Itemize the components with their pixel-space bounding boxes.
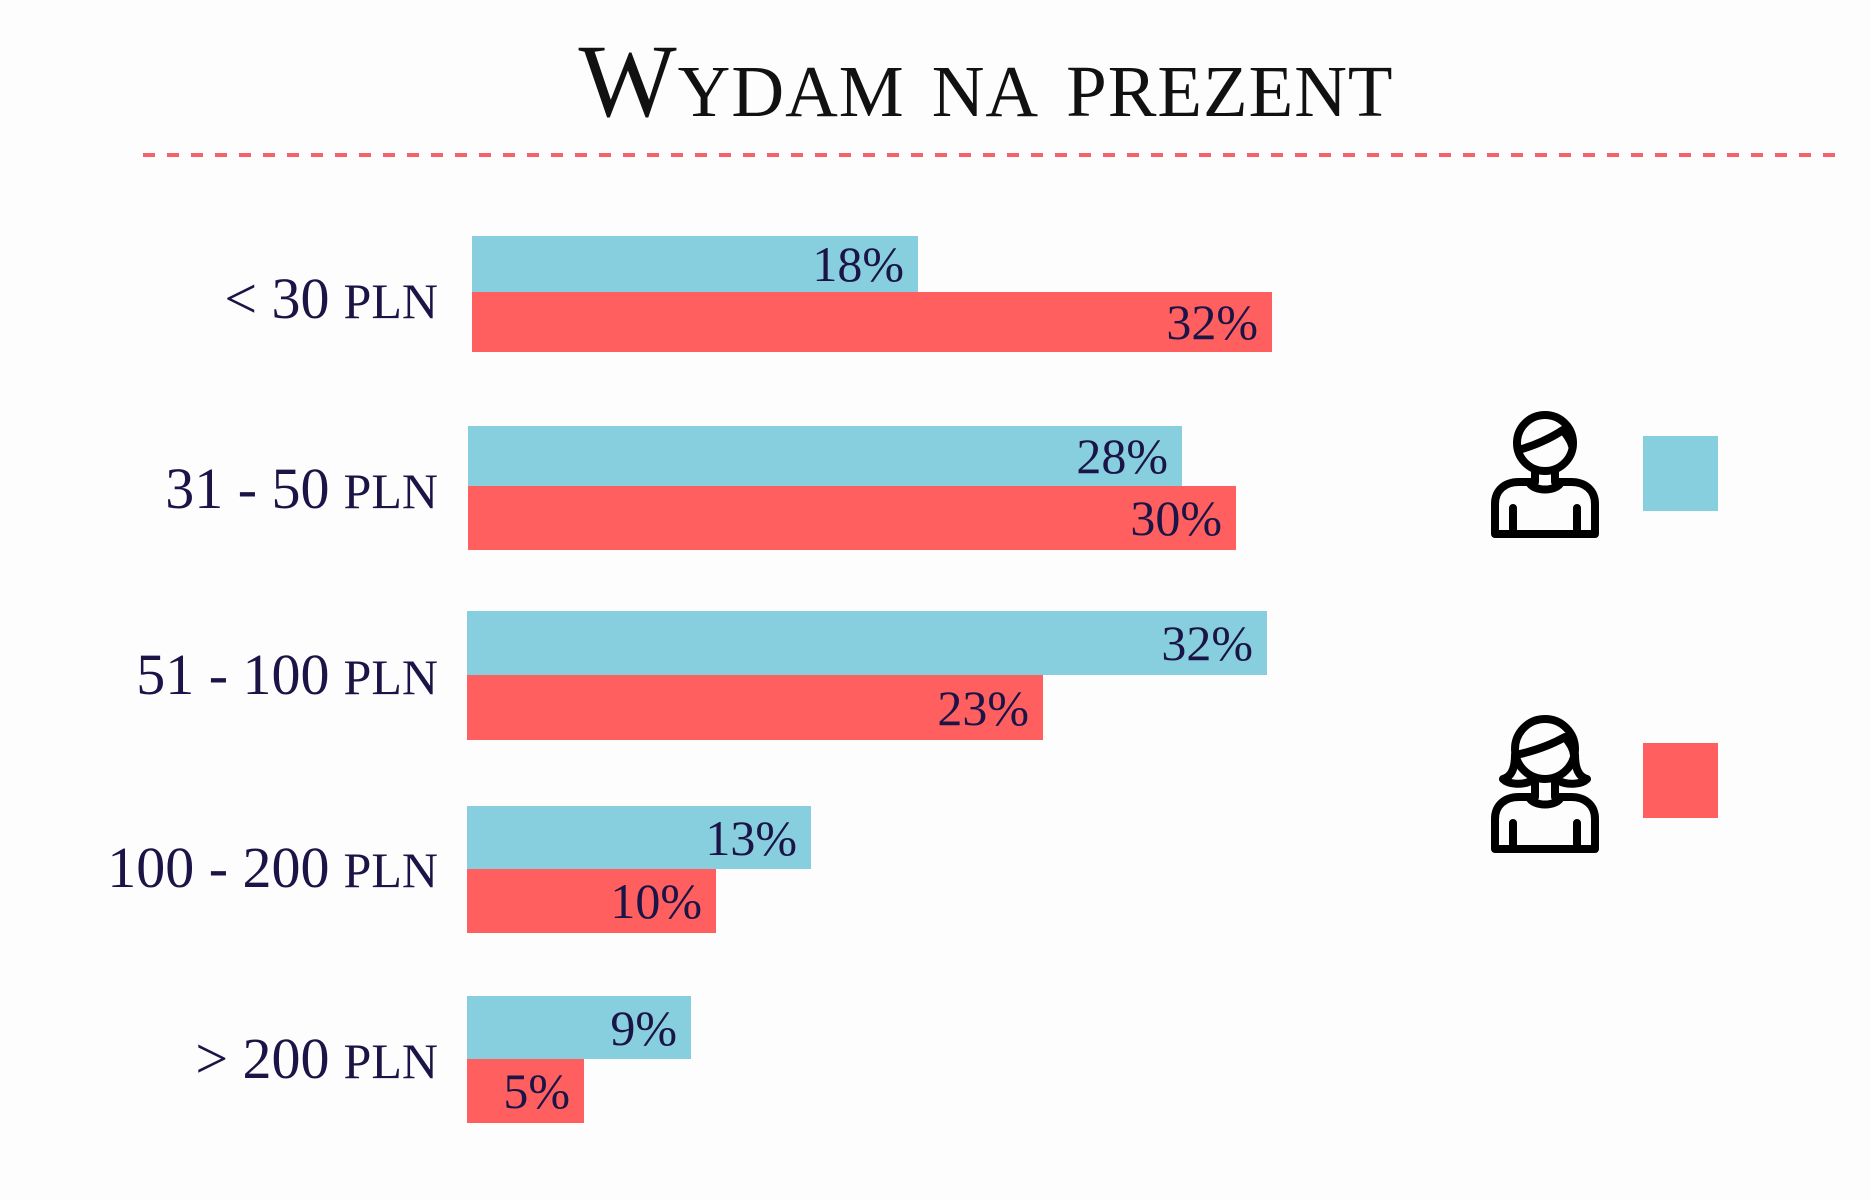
- category-range: 31 - 50: [165, 456, 330, 521]
- bar-value-label: 23%: [937, 679, 1029, 736]
- category-label: 31 - 50 PLN: [165, 460, 438, 520]
- category-unit: PLN: [343, 463, 438, 519]
- bar-value-label: 18%: [812, 236, 904, 292]
- bar-male: 13%: [467, 806, 811, 869]
- bar-male: 28%: [468, 426, 1182, 486]
- category-label: < 30 PLN: [224, 270, 438, 330]
- title-divider: [143, 153, 1836, 157]
- male-person-icon: [1491, 411, 1599, 538]
- category-unit: PLN: [343, 1033, 438, 1089]
- bar-value-label: 9%: [610, 999, 677, 1056]
- bar-female: 32%: [472, 292, 1272, 352]
- female-person-icon: [1491, 715, 1599, 853]
- bar-female: 23%: [467, 675, 1043, 740]
- category-range: > 200: [195, 1026, 330, 1091]
- chart-title: Wydam na prezent: [578, 24, 1394, 139]
- bar-male: 18%: [472, 236, 918, 292]
- bar-male: 9%: [467, 996, 691, 1059]
- legend-swatch-female: [1643, 743, 1718, 818]
- category-unit: PLN: [343, 649, 438, 705]
- bar-value-label: 32%: [1161, 615, 1253, 671]
- bar-value-label: 10%: [610, 873, 702, 929]
- category-range: 51 - 100: [136, 642, 330, 707]
- bar-female: 10%: [467, 869, 716, 933]
- bar-value-label: 13%: [705, 809, 797, 866]
- category-label: 100 - 200 PLN: [107, 839, 438, 899]
- bar-value-label: 28%: [1076, 428, 1168, 484]
- legend-swatch-male: [1643, 436, 1718, 511]
- bar-male: 32%: [467, 611, 1267, 675]
- bar-female: 5%: [467, 1059, 584, 1123]
- category-range: < 30: [224, 266, 330, 331]
- category-range: 100 - 200: [107, 835, 330, 900]
- category-unit: PLN: [343, 273, 438, 329]
- bar-value-label: 32%: [1166, 294, 1258, 350]
- bar-value-label: 5%: [503, 1063, 570, 1119]
- bar-female: 30%: [468, 486, 1236, 550]
- category-label: > 200 PLN: [195, 1030, 438, 1090]
- category-label: 51 - 100 PLN: [136, 646, 438, 706]
- bar-value-label: 30%: [1130, 490, 1222, 546]
- category-unit: PLN: [343, 842, 438, 898]
